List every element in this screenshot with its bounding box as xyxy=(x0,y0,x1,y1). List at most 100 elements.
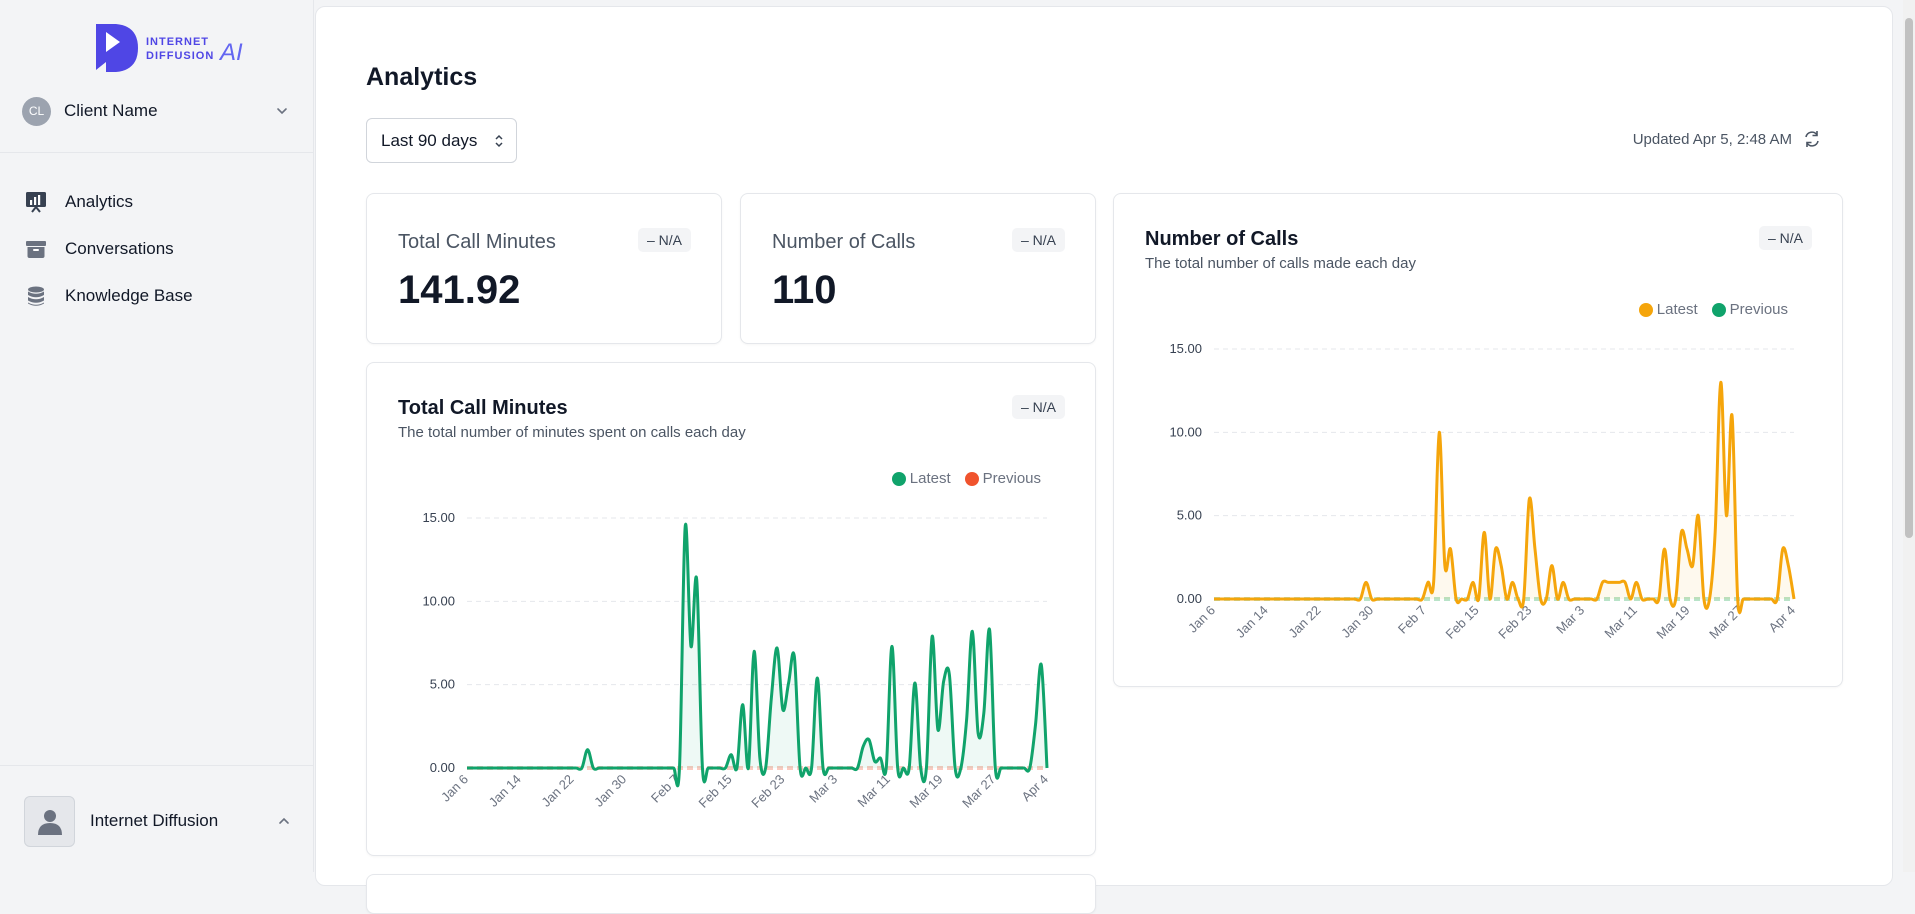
x-tick-label: Apr 4 xyxy=(1766,603,1799,636)
sidebar-divider xyxy=(0,765,314,766)
x-tick-label: Jan 30 xyxy=(591,772,629,810)
x-tick-label: Mar 27 xyxy=(959,772,998,811)
user-icon xyxy=(37,810,62,835)
stat-title: Total Call Minutes xyxy=(398,231,556,253)
chart-title: Number of Calls xyxy=(1145,228,1299,250)
chart-legend: Latest Previous xyxy=(878,470,1041,487)
brand-line1: INTERNET xyxy=(146,36,209,48)
x-tick-label: Feb 23 xyxy=(748,772,787,811)
y-tick-label: 0.00 xyxy=(430,760,455,775)
change-badge: – N/A xyxy=(637,228,691,252)
legend-item-latest[interactable]: Latest xyxy=(1638,301,1698,318)
date-range-select[interactable]: Last 90 days xyxy=(366,118,517,163)
sidebar-item-analytics[interactable]: Analytics xyxy=(22,178,292,225)
database-icon xyxy=(22,282,50,310)
client-switcher[interactable]: CL Client Name xyxy=(22,94,290,128)
y-tick-label: 0.00 xyxy=(1177,591,1202,606)
legend-dot xyxy=(1638,302,1653,317)
series-line-latest xyxy=(1214,380,1796,614)
sidebar-item-label: Conversations xyxy=(65,238,174,258)
refresh-icon[interactable] xyxy=(1802,129,1822,149)
sidebar-nav: Analytics Conversations Knowledge Base xyxy=(22,178,292,319)
chart-subtitle: The total number of calls made each day xyxy=(1145,255,1416,272)
legend-item-previous[interactable]: Previous xyxy=(1711,301,1788,318)
last-updated-text: Updated Apr 5, 2:48 AM xyxy=(1632,131,1792,148)
user-menu[interactable]: Internet Diffusion xyxy=(24,795,292,847)
x-tick-label: Jan 22 xyxy=(538,772,576,810)
brand-line2: DIFFUSION xyxy=(146,50,214,62)
y-tick-label: 10.00 xyxy=(422,593,455,608)
legend-label: Previous xyxy=(982,470,1041,487)
change-badge: – N/A xyxy=(1011,228,1065,252)
scrollbar-thumb[interactable] xyxy=(1905,18,1913,538)
user-name: Internet Diffusion xyxy=(90,811,219,830)
x-tick-label: Jan 6 xyxy=(438,772,471,805)
stat-card-number-of-calls: Number of Calls – N/A 110 xyxy=(740,193,1096,344)
x-tick-label: Mar 3 xyxy=(1553,603,1587,637)
legend-label: Latest xyxy=(909,470,951,487)
chevron-down-icon xyxy=(277,108,287,115)
x-tick-label: Mar 27 xyxy=(1706,603,1745,642)
sidebar-item-label: Knowledge Base xyxy=(65,285,193,305)
change-badge: – N/A xyxy=(1758,226,1812,250)
stat-title: Number of Calls xyxy=(772,231,916,253)
legend-item-latest[interactable]: Latest xyxy=(891,470,951,487)
stat-value: 141.92 xyxy=(398,268,521,312)
x-tick-label: Mar 3 xyxy=(806,772,840,806)
presentation-chart-icon xyxy=(22,188,50,216)
user-avatar xyxy=(24,795,75,847)
series-area-latest xyxy=(467,524,1047,786)
x-tick-label: Mar 11 xyxy=(854,772,893,811)
client-avatar: CL xyxy=(22,96,51,126)
y-tick-label: 15.00 xyxy=(1169,341,1202,356)
legend-dot xyxy=(964,471,979,486)
series-line-latest xyxy=(467,522,1049,788)
date-range-value: Last 90 days xyxy=(381,130,478,150)
brand-ai: AI xyxy=(218,39,243,66)
chart-title: Total Call Minutes xyxy=(398,397,568,419)
page-title: Analytics xyxy=(366,63,478,91)
x-tick-label: Feb 7 xyxy=(1395,603,1429,637)
client-name: Client Name xyxy=(64,101,158,120)
x-tick-label: Mar 19 xyxy=(1653,603,1692,642)
sidebar: INTERNET DIFFUSION AI CL Client Name Ana… xyxy=(0,0,314,872)
chevron-up-icon xyxy=(279,817,289,824)
legend-dot xyxy=(1711,302,1726,317)
sidebar-divider xyxy=(0,152,314,153)
y-tick-label: 5.00 xyxy=(430,677,455,692)
x-tick-label: Mar 11 xyxy=(1601,603,1640,642)
x-tick-label: Jan 14 xyxy=(1233,603,1271,641)
chart-card-total-minutes: Total Call Minutes The total number of m… xyxy=(366,362,1096,856)
x-tick-label: Mar 19 xyxy=(906,772,945,811)
y-tick-label: 10.00 xyxy=(1169,424,1202,439)
x-tick-label: Feb 23 xyxy=(1495,603,1534,642)
series-area-latest xyxy=(1214,382,1794,613)
legend-label: Latest xyxy=(1656,301,1698,318)
chart-card-next xyxy=(366,874,1096,914)
stat-card-total-minutes: Total Call Minutes – N/A 141.92 xyxy=(366,193,722,344)
x-tick-label: Apr 4 xyxy=(1019,772,1052,805)
sidebar-item-label: Analytics xyxy=(65,191,134,211)
chart-card-number-of-calls: Number of Calls The total number of call… xyxy=(1113,193,1843,687)
main-panel: Analytics Last 90 days Updated Apr 5, 2:… xyxy=(315,6,1893,914)
y-tick-label: 5.00 xyxy=(1177,508,1202,523)
sidebar-item-knowledge-base[interactable]: Knowledge Base xyxy=(22,272,292,319)
y-tick-label: 15.00 xyxy=(422,510,455,525)
chart-subtitle: The total number of minutes spent on cal… xyxy=(398,424,746,441)
chevron-up-down-icon xyxy=(495,134,503,148)
legend-item-previous[interactable]: Previous xyxy=(964,470,1041,487)
x-tick-label: Feb 7 xyxy=(648,772,682,806)
x-tick-label: Jan 6 xyxy=(1185,603,1218,636)
page-scrollbar[interactable] xyxy=(1903,0,1915,872)
x-tick-label: Jan 14 xyxy=(486,772,524,810)
x-tick-label: Feb 15 xyxy=(1443,603,1482,642)
archive-box-icon xyxy=(22,235,50,263)
sidebar-item-conversations[interactable]: Conversations xyxy=(22,225,292,272)
legend-label: Previous xyxy=(1729,301,1788,318)
x-tick-label: Jan 30 xyxy=(1338,603,1376,641)
legend-dot xyxy=(891,471,906,486)
chart-legend: Latest Previous xyxy=(1625,301,1788,318)
x-tick-label: Feb 15 xyxy=(696,772,735,811)
x-tick-label: Jan 22 xyxy=(1285,603,1323,641)
brand-logo[interactable]: INTERNET DIFFUSION AI xyxy=(94,22,254,74)
